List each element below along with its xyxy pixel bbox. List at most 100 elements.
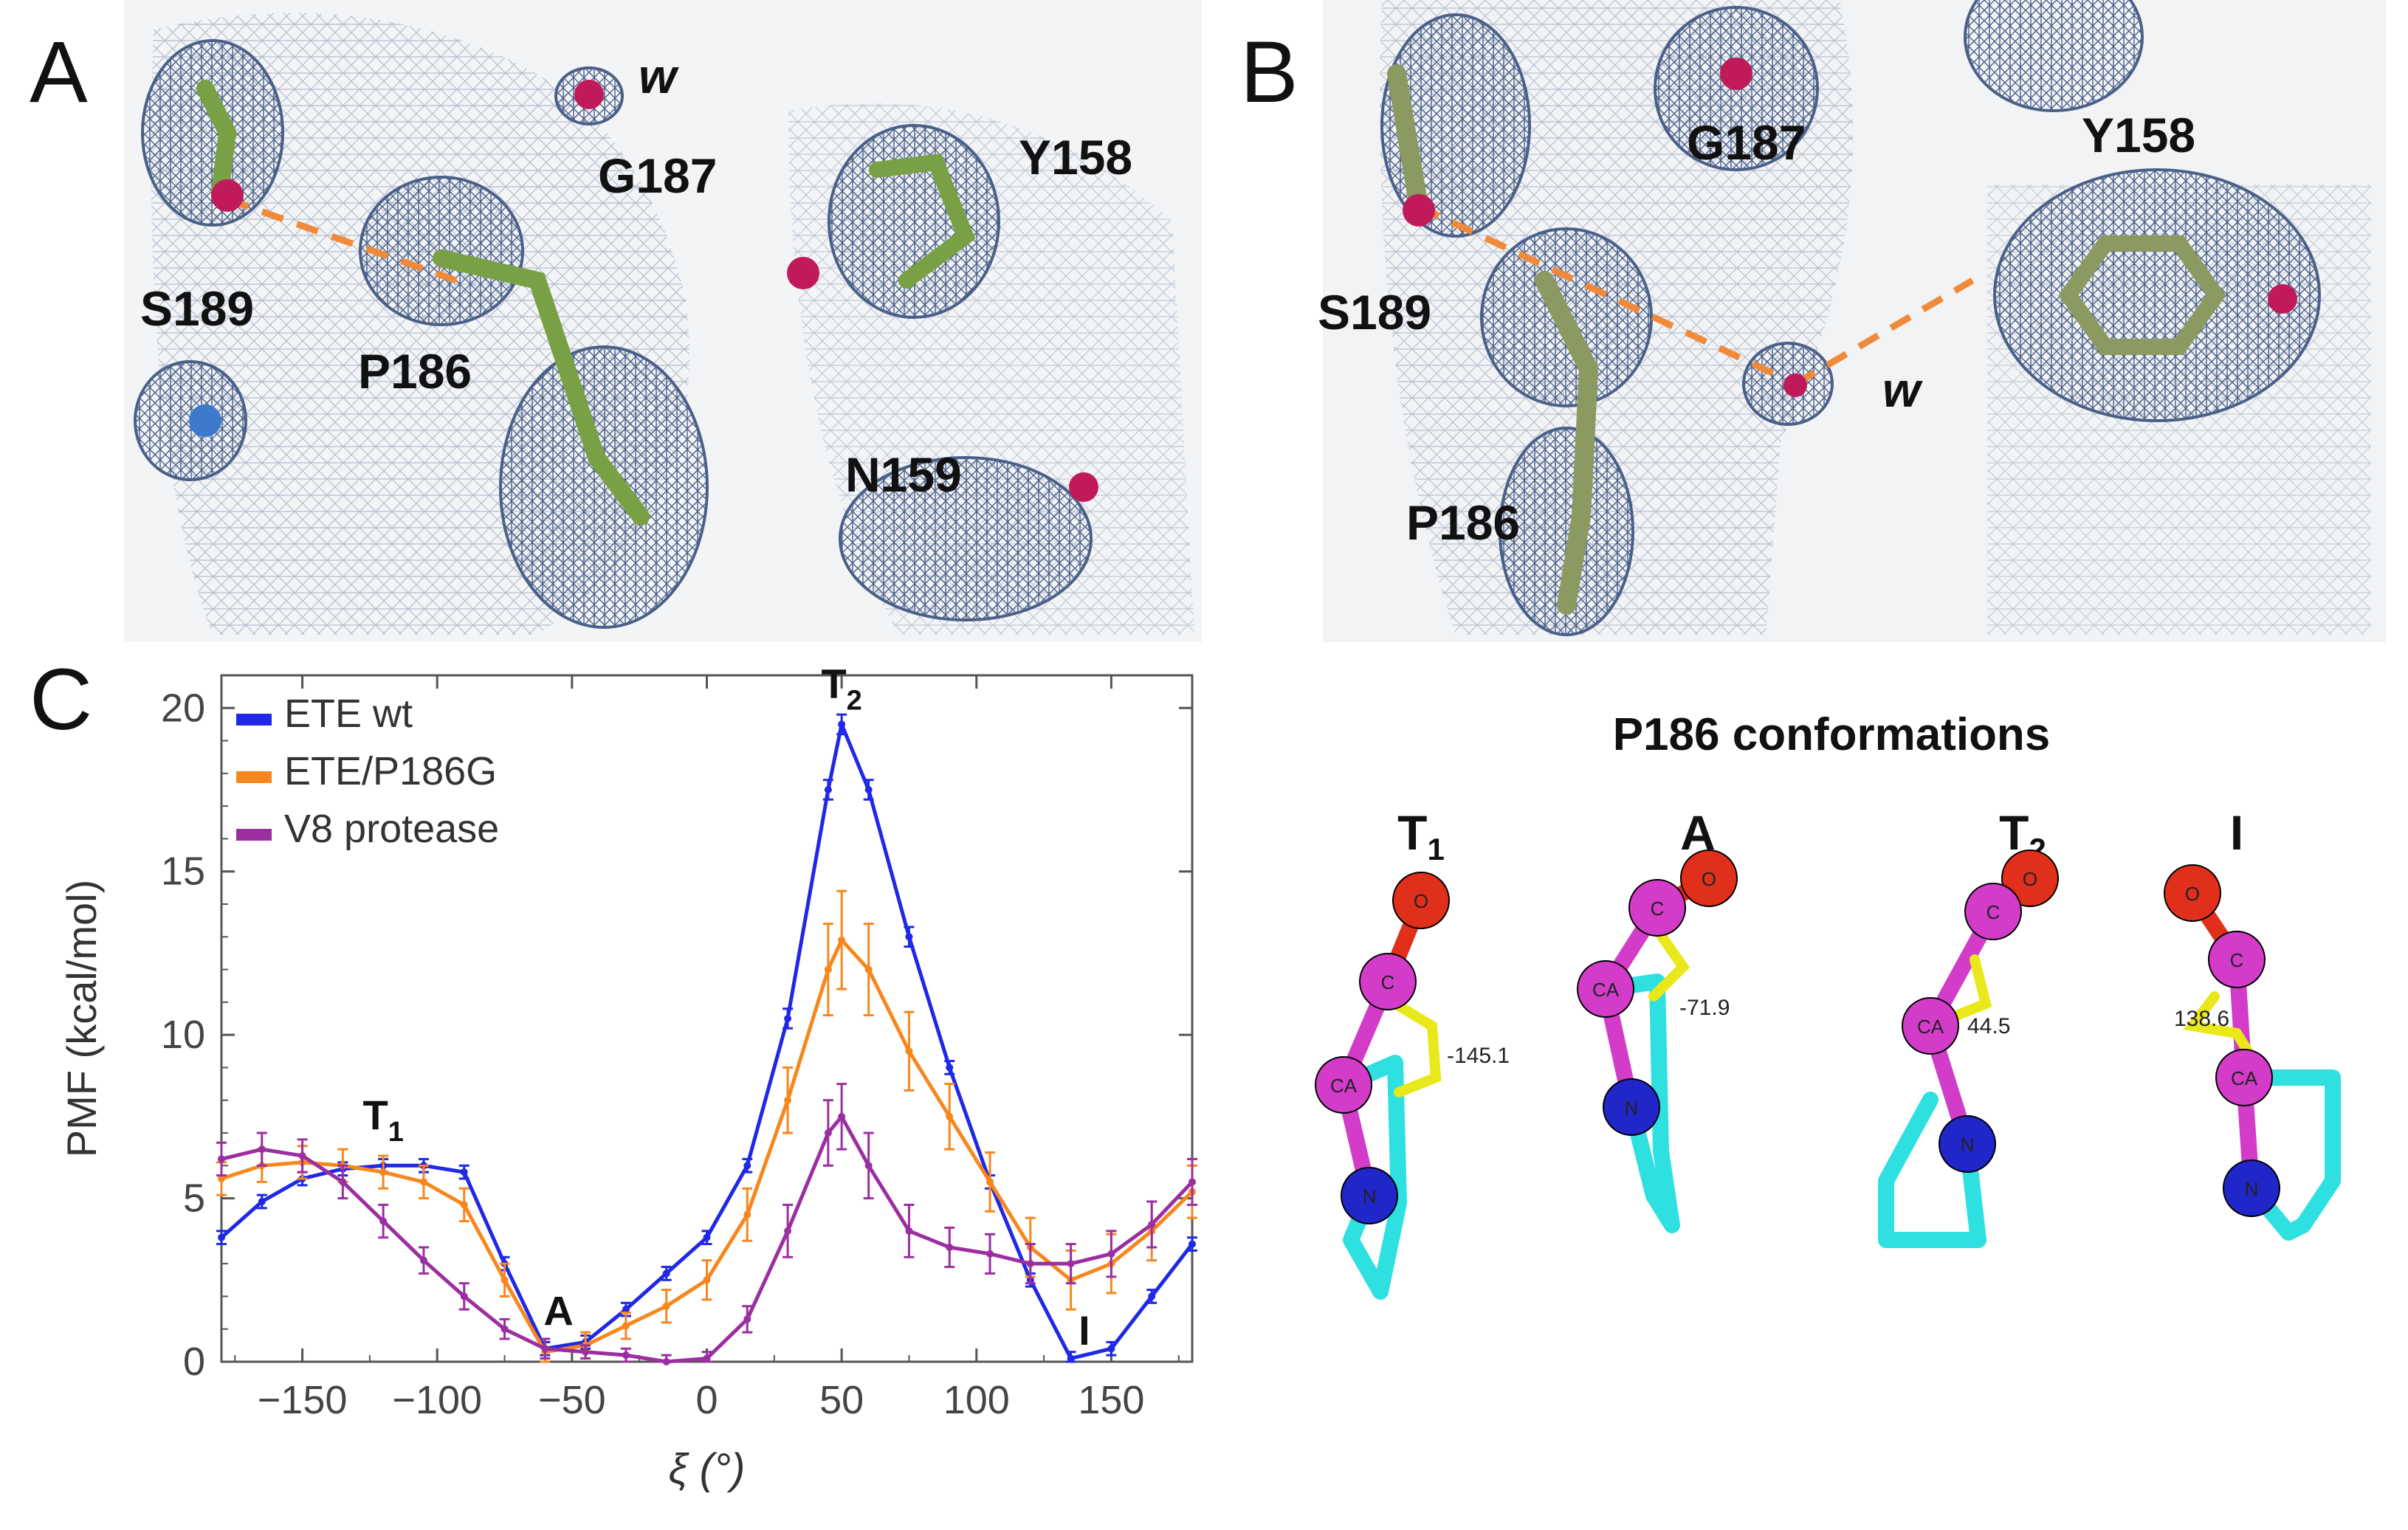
conformation-label-i: I bbox=[2178, 804, 2296, 861]
residue-label-g187-a: G187 bbox=[598, 148, 718, 203]
x-tick-label: −100 bbox=[392, 1378, 482, 1422]
atom-n bbox=[2223, 1159, 2280, 1217]
legend-swatch bbox=[236, 771, 272, 783]
data-point bbox=[986, 1250, 994, 1258]
legend-swatch bbox=[236, 714, 272, 726]
data-point bbox=[662, 1302, 670, 1310]
water-label-a: w bbox=[639, 49, 677, 103]
atom-ca bbox=[1902, 997, 1959, 1055]
conformation-3: OC CA N 44.5 bbox=[1878, 850, 2059, 1248]
data-point bbox=[460, 1168, 468, 1176]
data-point bbox=[1148, 1221, 1156, 1228]
conformations-title: P186 conformations bbox=[1612, 709, 2051, 760]
atom-label-o: O bbox=[1414, 890, 1428, 912]
data-point bbox=[824, 786, 832, 793]
dihedral-arc bbox=[1944, 954, 1992, 1024]
data-point bbox=[838, 936, 846, 944]
state-annotation-sub: 2 bbox=[847, 685, 862, 716]
conformation-label-i-text: I bbox=[2229, 805, 2244, 860]
residue-label-p186-a: P186 bbox=[358, 344, 472, 399]
data-point bbox=[703, 1354, 711, 1362]
data-point bbox=[838, 1112, 846, 1120]
panel-b-density-map bbox=[1323, 0, 2386, 642]
x-tick-label: 0 bbox=[695, 1378, 718, 1422]
conformation-2: O C CA N -71.9 bbox=[1577, 850, 1738, 1233]
data-point bbox=[500, 1276, 509, 1284]
pyrrolidine-ring bbox=[1597, 974, 1680, 1233]
data-point bbox=[824, 965, 832, 974]
panel-a-label: A bbox=[30, 24, 88, 121]
panel-a-density-map bbox=[124, 0, 1202, 642]
data-point bbox=[1188, 1178, 1196, 1186]
state-annotation: T2 bbox=[821, 660, 861, 716]
pmf-chart: −150 −100 −50 0 50 100 150 0 5 10 15 20 T1 A T2 I ETE … bbox=[58, 660, 1197, 1493]
conformation-label-t1-text: T bbox=[1397, 805, 1428, 860]
atom-ca bbox=[1315, 1056, 1372, 1114]
atom-o bbox=[1680, 850, 1738, 907]
conformation-label-t1: T1 bbox=[1362, 804, 1480, 867]
atom-n bbox=[1341, 1167, 1398, 1224]
dihedral-arc bbox=[1390, 999, 1442, 1097]
legend-label: ETE wt bbox=[284, 692, 413, 736]
state-annotation: A bbox=[543, 1288, 573, 1334]
series-v8-protease bbox=[216, 1083, 1197, 1365]
atom-label-n: N bbox=[1961, 1134, 1975, 1156]
y-axis-label: PMF (kcal/mol) bbox=[58, 880, 105, 1157]
data-point bbox=[541, 1345, 549, 1353]
atom-o bbox=[1392, 872, 1450, 929]
atom-label-n: N bbox=[2245, 1178, 2259, 1200]
dihedral-arc bbox=[1648, 925, 1690, 1002]
series-layer bbox=[216, 713, 1197, 1365]
atom-n bbox=[1603, 1078, 1660, 1136]
data-point bbox=[946, 1064, 954, 1072]
residue-label-s189-a: S189 bbox=[140, 281, 255, 336]
panel-b-mesh bbox=[1323, 0, 2386, 642]
y-tick-label: 20 bbox=[161, 686, 205, 730]
atom-label-ca: CA bbox=[1917, 1016, 1944, 1038]
data-point bbox=[946, 1244, 954, 1251]
dihedral-arc bbox=[2183, 991, 2260, 1068]
series-line bbox=[221, 937, 1194, 1354]
atom-c bbox=[1359, 953, 1417, 1010]
atom-label-ca: CA bbox=[1592, 979, 1620, 1001]
residue-label-y158-a: Y158 bbox=[1019, 130, 1133, 185]
x-tick-label: 150 bbox=[1078, 1378, 1144, 1422]
data-point bbox=[662, 1269, 670, 1278]
data-point bbox=[905, 933, 913, 941]
data-point bbox=[622, 1306, 630, 1314]
p186-conformations-panel: P186 conformations T1 A T2 I O C CA N -145.1… bbox=[1255, 664, 2408, 1530]
pyrrolidine-ring bbox=[2236, 1069, 2341, 1241]
data-point bbox=[946, 1112, 954, 1120]
atom-c bbox=[1628, 879, 1686, 937]
data-point bbox=[622, 1351, 630, 1360]
data-point bbox=[1107, 1250, 1115, 1258]
y-tick-label: 10 bbox=[161, 1013, 205, 1057]
panel-a-mesh bbox=[124, 0, 1202, 642]
data-point bbox=[784, 1096, 792, 1104]
axis-ticks: −150 −100 −50 0 50 100 150 0 5 10 15 20 bbox=[161, 675, 1192, 1422]
data-point bbox=[824, 1129, 832, 1137]
state-annotation-sub: 1 bbox=[388, 1117, 404, 1148]
atom-label-n: N bbox=[1363, 1185, 1377, 1207]
data-point bbox=[864, 965, 873, 974]
data-point bbox=[379, 1168, 388, 1176]
conformation-label-t1-sub: 1 bbox=[1427, 832, 1445, 867]
atom-o bbox=[2001, 850, 2059, 907]
data-point bbox=[419, 1256, 427, 1264]
legend-swatch bbox=[236, 829, 272, 841]
x-tick-label: −150 bbox=[258, 1378, 348, 1422]
atom-label-o: O bbox=[1702, 868, 1716, 890]
data-point bbox=[379, 1217, 388, 1225]
series-ete-p186g bbox=[216, 889, 1197, 1363]
data-point bbox=[864, 1162, 873, 1170]
atom-label-c: C bbox=[1651, 897, 1665, 920]
panel-c-label: C bbox=[30, 651, 93, 748]
atom-label-o: O bbox=[2185, 883, 2200, 905]
data-point bbox=[460, 1201, 468, 1209]
x-axis-label: ξ (°) bbox=[669, 1445, 746, 1493]
atom-label-ca: CA bbox=[1330, 1075, 1358, 1097]
data-point bbox=[986, 1178, 994, 1186]
dihedral-angle-label: -145.1 bbox=[1447, 1044, 1510, 1068]
data-point bbox=[905, 1227, 913, 1235]
